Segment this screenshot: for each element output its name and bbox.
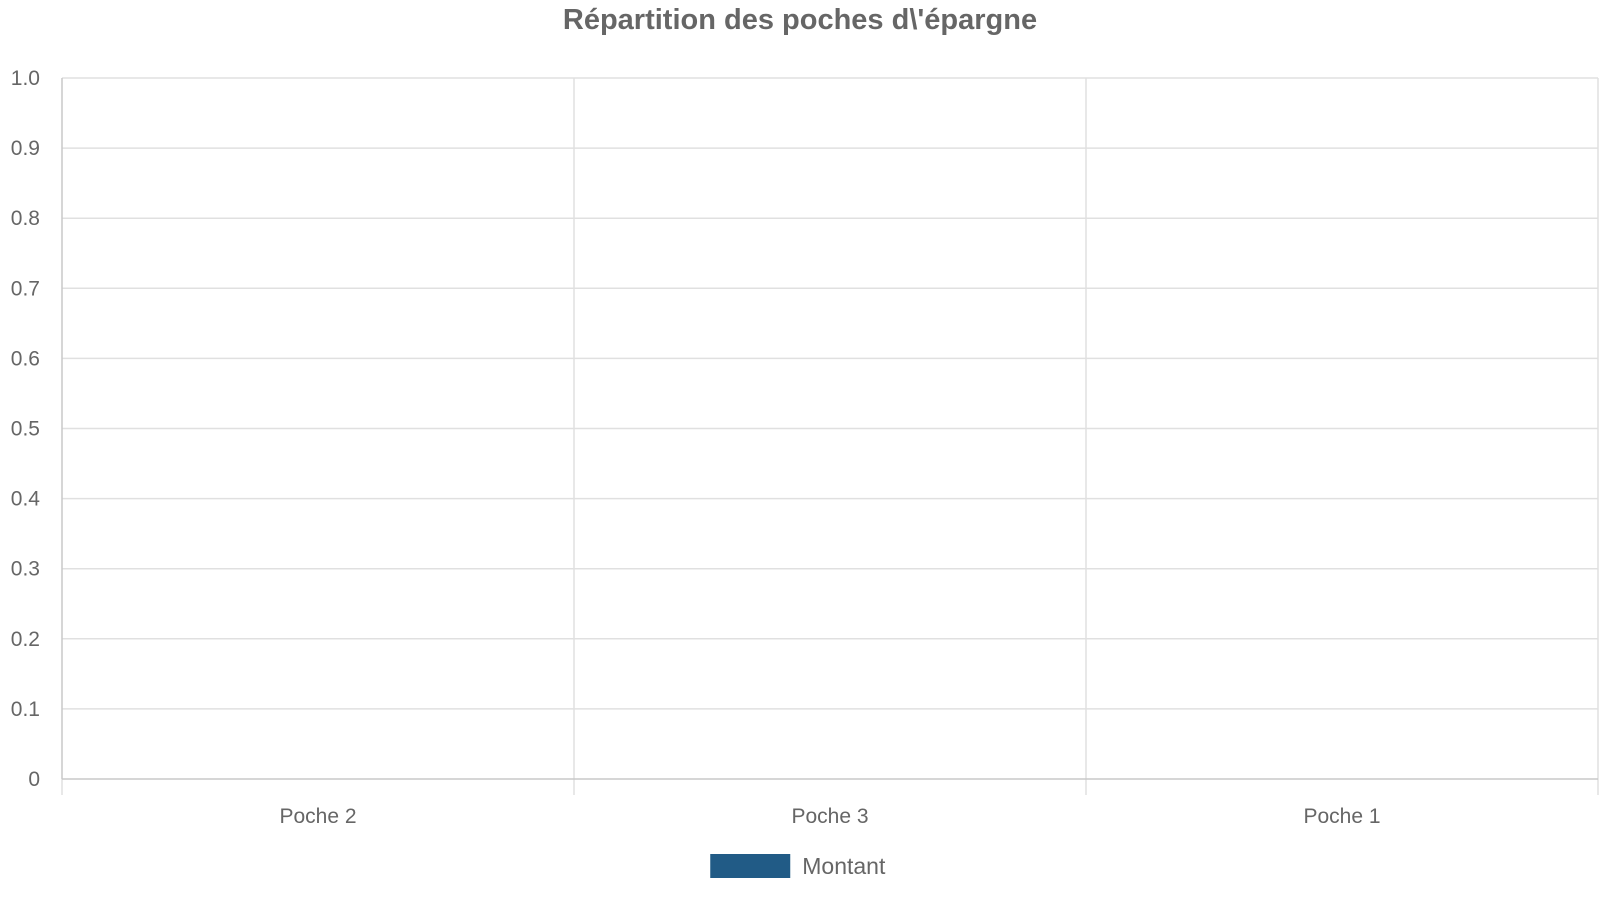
axes <box>61 78 1599 795</box>
x-tick-label: Poche 3 <box>791 805 868 828</box>
y-tick-label: 0 <box>28 768 40 791</box>
x-axis-tick-labels: Poche 2 Poche 3 Poche 1 <box>279 805 1380 828</box>
y-tick-label: 0.8 <box>11 207 40 230</box>
legend-label[interactable]: Montant <box>802 853 886 879</box>
y-tick-label: 0.9 <box>11 137 40 160</box>
y-axis-tick-labels: 0 0.1 0.2 0.3 0.4 0.5 0.6 0.7 0.8 0.9 1.0 <box>11 67 41 791</box>
x-tick-label: Poche 1 <box>1303 805 1380 828</box>
y-tick-label: 0.4 <box>11 488 41 511</box>
legend-swatch[interactable] <box>710 854 791 878</box>
y-tick-label: 0.3 <box>11 558 40 581</box>
grid-lines <box>62 77 1599 779</box>
y-tick-label: 0.1 <box>11 698 40 721</box>
chart-title: Répartition des poches d\'épargne <box>563 4 1037 36</box>
y-tick-label: 0.5 <box>11 418 40 441</box>
y-tick-label: 0.2 <box>11 628 40 651</box>
x-tick-label: Poche 2 <box>279 805 356 828</box>
y-tick-label: 0.7 <box>11 277 40 300</box>
y-tick-label: 0.6 <box>11 347 40 370</box>
y-tick-label: 1.0 <box>11 67 40 90</box>
legend[interactable]: Montant <box>710 853 886 879</box>
